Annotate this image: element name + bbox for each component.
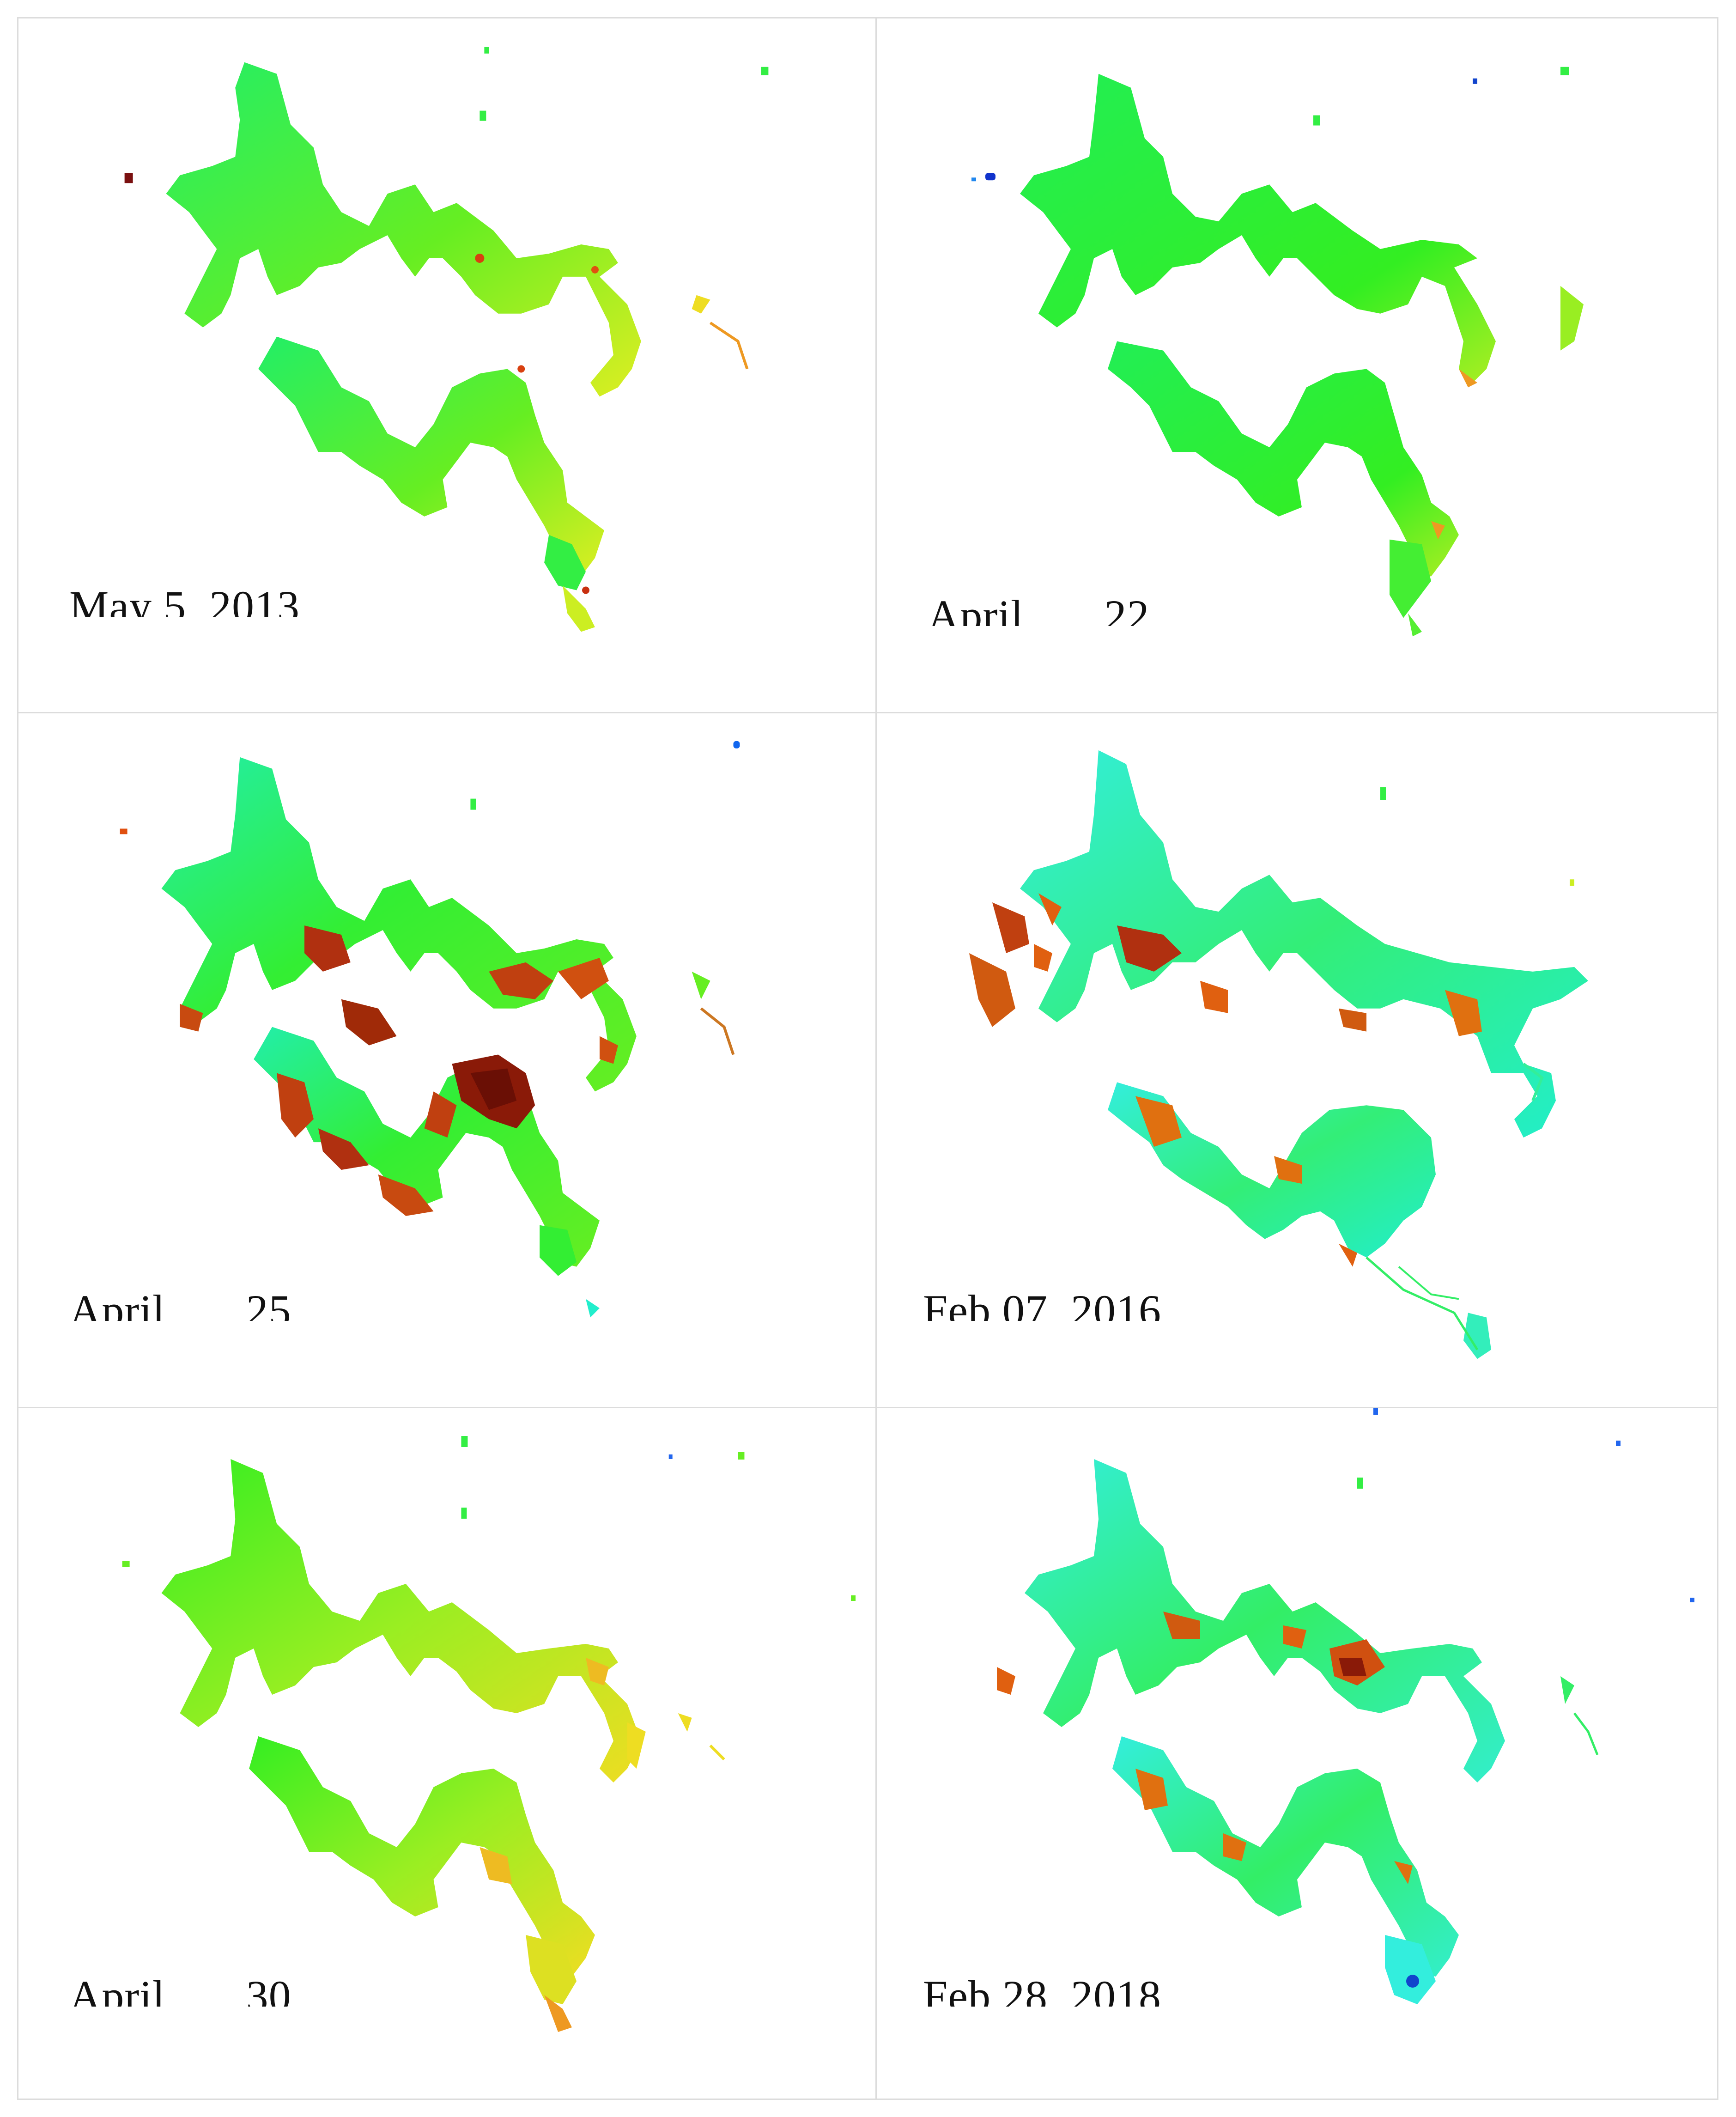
panel-2: April 22, [877,18,1717,713]
image-grid: May 5, 2013 April 22, [17,17,1718,2100]
panel-6-caption: Feb 28, 2018 [923,1974,1161,2007]
lake-map-5 [122,1436,856,2032]
panel-3: April 25, [18,713,877,1408]
panel-3-caption: April 25, [69,1289,303,1321]
lake-map-3 [120,741,740,1318]
panel-5-caption: April 30, [69,1974,303,2007]
panel-2-caption: April 22, [928,594,1161,626]
lake-map-4 [969,750,1588,1359]
panel-1-caption: May 5, 2013 [69,584,300,617]
panel-4-caption: Feb 07, 2016 [923,1289,1161,1321]
panel-1: May 5, 2013 [18,18,877,713]
panel-4: Feb 07, 2016 [877,713,1717,1408]
panel-6: Feb 28, 2018 [877,1408,1717,2099]
lake-map-2 [971,67,1584,637]
panel-5: April 30, [18,1408,877,2099]
lake-map-1 [124,47,769,632]
lake-map-6 [997,1408,1694,2004]
